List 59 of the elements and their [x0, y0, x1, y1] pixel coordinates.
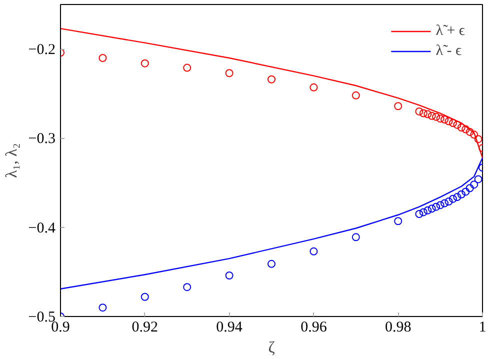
point — [466, 184, 474, 192]
y-tick-label: −0.4 — [28, 220, 56, 236]
x-tick-label: 0.98 — [384, 320, 412, 336]
point — [444, 117, 453, 126]
point — [268, 75, 276, 84]
point — [394, 217, 402, 226]
point — [424, 206, 432, 214]
point — [310, 83, 318, 92]
point — [457, 190, 466, 198]
x-tick-label: 0.96 — [300, 320, 328, 336]
point — [225, 272, 234, 280]
point — [428, 204, 436, 213]
point — [183, 283, 192, 292]
x-axis-title: ζ — [268, 340, 276, 356]
point — [98, 304, 107, 312]
point — [436, 114, 444, 123]
point — [453, 120, 462, 129]
y-tick-label: −0.3 — [28, 131, 56, 148]
point — [419, 208, 428, 216]
point — [432, 202, 440, 211]
point — [448, 119, 457, 128]
point — [466, 128, 474, 136]
point — [352, 233, 360, 242]
point — [419, 109, 428, 118]
point — [457, 124, 466, 132]
point — [268, 260, 276, 268]
x-tick-label: 1 — [478, 320, 486, 336]
legend-label: λ̃ - ϵ — [436, 42, 462, 60]
point — [448, 194, 457, 203]
x-tick-label: 0.94 — [216, 320, 243, 336]
point — [470, 130, 478, 139]
point — [432, 112, 440, 121]
line-series — [60, 157, 482, 290]
y-tick-label: −0.2 — [28, 42, 56, 58]
point — [140, 292, 149, 301]
point — [474, 135, 482, 144]
point — [474, 175, 482, 184]
point — [453, 193, 462, 202]
point — [462, 125, 470, 134]
point — [462, 188, 470, 196]
y-axis-title: λ₁, λ₂ — [3, 143, 20, 178]
point — [183, 64, 192, 72]
point — [440, 199, 449, 208]
point — [424, 110, 432, 118]
point — [436, 201, 444, 210]
x-tick-label: 0.92 — [132, 320, 158, 336]
point — [428, 112, 436, 120]
point — [394, 102, 402, 110]
point — [310, 247, 318, 256]
point — [98, 54, 107, 62]
point — [440, 116, 449, 124]
point — [225, 69, 234, 78]
legend-label: λ̃ + ϵ — [436, 22, 465, 40]
point — [415, 210, 424, 218]
point — [444, 198, 453, 206]
point — [415, 107, 424, 116]
point — [352, 91, 360, 100]
point — [140, 59, 149, 68]
point — [470, 180, 478, 189]
